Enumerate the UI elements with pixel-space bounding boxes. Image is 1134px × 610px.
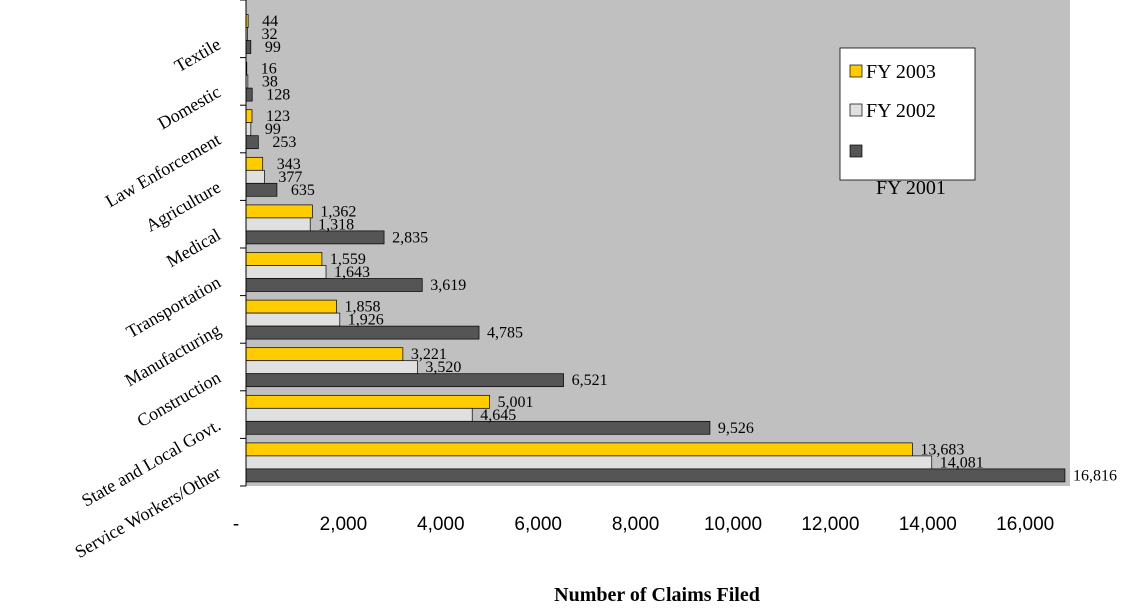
- data-label: 38: [262, 74, 278, 91]
- data-label: 32: [262, 26, 278, 43]
- data-label: 16,816: [1073, 467, 1117, 484]
- x-tick-label: 10,000: [704, 514, 762, 535]
- bar-fy-2002: [245, 360, 418, 375]
- data-label: 44: [262, 13, 278, 30]
- data-label: 6,521: [572, 372, 608, 389]
- bar-fy-2002: [245, 122, 252, 137]
- bar-fy-2002: [245, 265, 327, 279]
- data-label: 4,785: [487, 325, 523, 342]
- data-label: 4,645: [480, 407, 516, 424]
- bar-fy-2002: [245, 455, 933, 470]
- legend-label: FY 2003: [866, 61, 936, 83]
- data-label: 377: [278, 169, 302, 186]
- bar-fy-2003: [245, 442, 913, 457]
- data-label: 1,926: [348, 312, 384, 329]
- data-label: 3,221: [411, 346, 447, 363]
- legend: FY 2003 FY 2002 FY 2001: [839, 47, 976, 199]
- bar-fy-2003: [245, 252, 323, 266]
- legend-swatch: [849, 103, 863, 117]
- category-label: Service Workers/Other: [71, 462, 224, 562]
- legend-label: FY 2002: [866, 100, 936, 122]
- legend-swatch: [849, 144, 863, 158]
- x-tick-label: 4,000: [417, 514, 465, 535]
- category-label: Textile: [171, 34, 224, 76]
- data-label: 1,559: [330, 251, 366, 268]
- data-label: 253: [272, 134, 296, 151]
- x-tick-label: 12,000: [801, 514, 859, 535]
- bar-fy-2002: [245, 312, 341, 327]
- bar-fy-2002: [245, 217, 311, 232]
- category-label: State and Local Govt.: [78, 415, 224, 511]
- bar-fy-2001: [245, 182, 278, 197]
- bar-fy-2001: [245, 40, 252, 54]
- bar-fy-2001: [245, 420, 711, 435]
- legend-label: FY 2001: [876, 177, 946, 199]
- data-label: 13,683: [920, 441, 964, 458]
- data-label: 16: [261, 61, 277, 78]
- bar-fy-2001: [245, 373, 564, 388]
- x-tick-label: 2,000: [320, 514, 368, 535]
- data-label: 1,362: [320, 203, 356, 220]
- data-label: 1,858: [344, 299, 380, 316]
- bar-fy-2003: [245, 394, 490, 409]
- category-label: Medical: [163, 224, 224, 271]
- x-tick-label: 6,000: [514, 514, 562, 535]
- data-label: 3,619: [430, 277, 466, 294]
- data-label: 2,835: [392, 229, 428, 246]
- legend-swatch: [849, 64, 863, 78]
- bar-fy-2001: [245, 135, 259, 150]
- bar-fy-2003: [245, 204, 313, 219]
- bar-fy-2003: [245, 299, 337, 314]
- data-label: 99: [265, 39, 281, 56]
- bar-fy-2001: [245, 87, 253, 102]
- data-label: 635: [291, 182, 315, 199]
- x-axis-title: Number of Claims Filed: [554, 584, 760, 606]
- data-label: 3,520: [425, 359, 461, 376]
- data-label: 128: [266, 87, 290, 104]
- data-label: 5,001: [498, 394, 534, 411]
- x-tick-label: 8,000: [612, 514, 660, 535]
- data-label: 1,643: [334, 264, 370, 281]
- category-label: Domestic: [154, 82, 224, 134]
- data-label: 9,526: [718, 420, 754, 437]
- x-tick-label: 16,000: [996, 514, 1054, 535]
- bar-fy-2002: [245, 407, 473, 422]
- data-label: 1,318: [318, 216, 354, 233]
- legend-box: [839, 47, 976, 181]
- bar-fy-2001: [245, 230, 385, 245]
- data-label: 343: [277, 156, 301, 173]
- data-label: 123: [266, 108, 290, 125]
- data-label: 14,081: [940, 454, 984, 471]
- bar-fy-2003: [245, 109, 253, 124]
- bar-fy-2002: [245, 169, 265, 184]
- data-label: 99: [265, 121, 281, 138]
- x-tick-label: -: [233, 514, 239, 535]
- bar-fy-2003: [245, 347, 404, 362]
- bar-fy-2003: [245, 156, 264, 171]
- x-tick-label: 14,000: [899, 514, 957, 535]
